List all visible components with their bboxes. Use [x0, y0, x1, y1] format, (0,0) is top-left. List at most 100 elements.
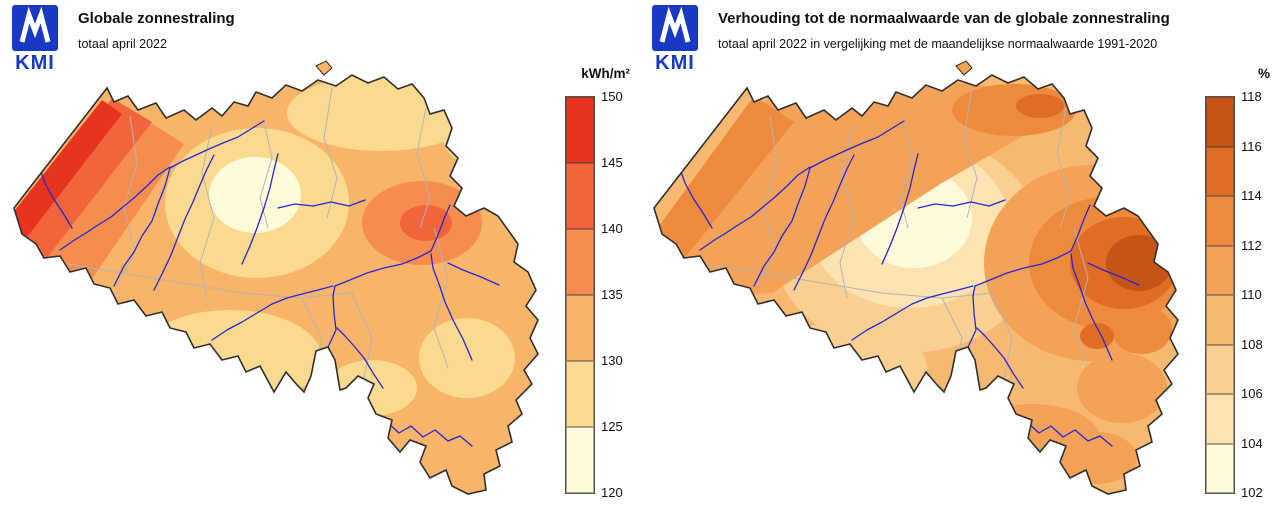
river-sambre — [851, 285, 974, 341]
fill-region — [14, 100, 122, 250]
river-dender — [153, 154, 215, 291]
fill-region — [654, 76, 1037, 303]
province-border — [199, 125, 215, 299]
province-border — [416, 107, 431, 229]
fill-region — [1112, 306, 1172, 354]
fill-region — [654, 96, 794, 280]
legend-tick-label: 104 — [1241, 436, 1263, 451]
legend-band — [566, 163, 594, 229]
belgium-map-radiation — [13, 60, 539, 495]
page-title: Verhouding tot de normaalwaarde van de g… — [718, 10, 1170, 27]
river-meuse — [962, 204, 1091, 359]
legend-tick-label: 106 — [1241, 386, 1263, 401]
legend-band — [1206, 394, 1234, 444]
province-border — [116, 115, 138, 287]
province-border — [61, 262, 353, 299]
kmi-logo-text: KMI — [15, 52, 55, 74]
legend-band — [566, 427, 594, 493]
river-ourthe — [1070, 253, 1113, 361]
province-border — [899, 121, 913, 229]
kmi-logo: KMI — [6, 5, 64, 75]
legend-band — [566, 97, 594, 163]
legend-tick-label: 110 — [1241, 287, 1262, 302]
river-leie — [59, 166, 171, 251]
river-scheldt — [753, 120, 905, 287]
kmi-logo-text: KMI — [655, 52, 695, 74]
legend-tick-label: 125 — [601, 419, 623, 434]
fill-region — [896, 444, 988, 488]
fill-region — [442, 93, 538, 173]
legend-tick-label: 135 — [601, 287, 623, 302]
radiation-fill-regions — [14, 75, 538, 494]
legend-tick-label: 145 — [601, 155, 623, 170]
fill-region — [1016, 94, 1064, 118]
legend-tick-label: 116 — [1241, 139, 1262, 154]
legend-tick-label: 112 — [1241, 238, 1262, 253]
legend-band — [566, 295, 594, 361]
legend-band — [1206, 245, 1234, 295]
kmi-logo-icon — [652, 5, 698, 51]
province-border — [701, 262, 993, 299]
legend-band — [1206, 344, 1234, 394]
province-border — [1073, 227, 1089, 369]
legend-tick-label: 150 — [601, 89, 623, 104]
baarle-hertog-exclave — [315, 60, 333, 76]
legend-band — [1206, 97, 1234, 147]
province-border — [433, 227, 449, 369]
river-lesse — [976, 327, 1024, 389]
ratio-fill-regions — [654, 75, 1178, 494]
fill-region — [1080, 323, 1114, 349]
legend-unit-label: % — [1257, 66, 1270, 81]
page-title: Globale zonnestraling — [78, 10, 235, 27]
province-border — [963, 87, 978, 219]
legend-tick-label: 140 — [601, 221, 623, 236]
rivers — [676, 120, 1140, 447]
legend-unit-label: kWh/m² — [581, 66, 630, 81]
river-dijle — [241, 153, 279, 265]
river-lesse — [336, 327, 384, 389]
legend-tick-label: 108 — [1241, 337, 1263, 352]
river-leie — [699, 166, 811, 251]
river-demer — [917, 199, 1006, 209]
kmi-logo: KMI — [646, 5, 704, 75]
color-scale — [1205, 96, 1235, 494]
page-subtitle: totaal april 2022 in vergelijking met de… — [718, 37, 1158, 51]
river-dijle — [881, 153, 919, 265]
fill-region — [1106, 235, 1172, 291]
fill-region — [1057, 432, 1137, 484]
color-scale — [565, 96, 595, 494]
belgium-map-ratio — [653, 60, 1179, 495]
legend-band — [1206, 196, 1234, 246]
river-demer — [277, 199, 366, 209]
legend-band — [1206, 146, 1234, 196]
legend-band — [566, 229, 594, 295]
logo-glyph — [19, 6, 51, 43]
legend-tick-label: 118 — [1241, 89, 1262, 104]
river-vesdre — [447, 262, 500, 286]
river-dender — [793, 154, 855, 291]
province-border — [756, 115, 778, 287]
river-meuse — [322, 204, 451, 359]
legend-band — [1206, 443, 1234, 493]
panel-global-radiation: KMI Globale zonnestraling totaal april 2… — [6, 5, 630, 500]
fill-region — [209, 157, 301, 233]
legend-tick-label: 114 — [1241, 188, 1262, 203]
river-vesdre — [1087, 262, 1140, 286]
fill-region — [1077, 353, 1167, 423]
legend-tick-label: 102 — [1241, 485, 1263, 500]
river-sambre — [211, 285, 334, 341]
legend-tick-label: 120 — [601, 485, 623, 500]
legend-tick-label: 130 — [601, 353, 623, 368]
legend-band — [1206, 295, 1234, 345]
baarle-hertog-exclave — [955, 60, 973, 76]
kmi-logo-icon — [12, 5, 58, 51]
page-subtitle: totaal april 2022 — [78, 37, 167, 51]
province-border — [259, 121, 273, 229]
panel-ratio-to-normal: KMI Verhouding tot de normaalwaarde van … — [640, 0, 1280, 507]
province-border — [839, 125, 855, 299]
fill-region — [419, 318, 515, 398]
legend-band — [566, 361, 594, 427]
logo-glyph — [659, 6, 691, 43]
province-border — [323, 87, 338, 219]
